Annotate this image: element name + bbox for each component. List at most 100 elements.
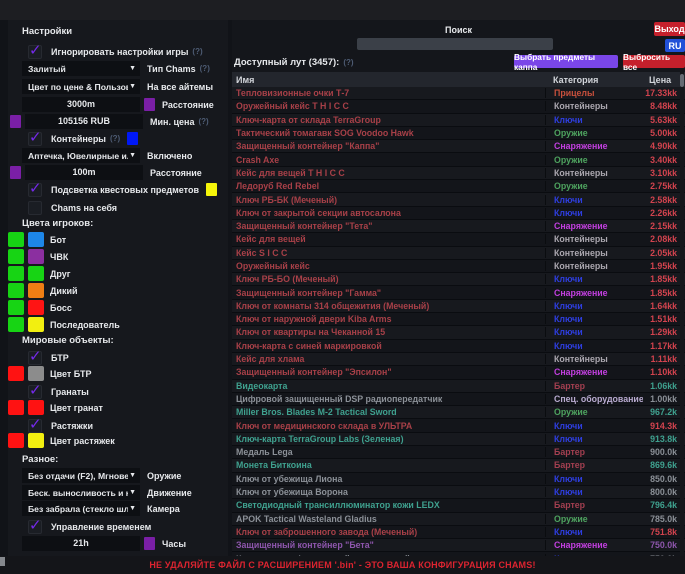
quest-highlight-checkbox[interactable] xyxy=(28,179,42,197)
help-icon[interactable]: (?) xyxy=(192,47,203,56)
hours-color-swatch[interactable] xyxy=(144,537,155,550)
containers-color-swatch[interactable] xyxy=(127,132,139,145)
help-icon[interactable]: (?) xyxy=(199,64,210,73)
item-category: Оружие xyxy=(545,128,643,139)
tripwires-color-swatch-1[interactable] xyxy=(8,433,24,448)
table-row[interactable]: Кейс S I C C Контейнеры 2.05kk xyxy=(232,246,685,260)
loot-count-title: Доступный лут (3457): xyxy=(234,57,340,68)
chams-type-dropdown[interactable]: Залитый ▼ xyxy=(22,61,140,76)
table-row[interactable]: Ключ от убежища Ворона Ключи 800.0k xyxy=(232,485,685,500)
container-distance-input[interactable]: 100m xyxy=(25,165,143,180)
column-header-name[interactable]: Имя xyxy=(236,74,255,85)
weapon-dropdown[interactable]: Без отдачи (F2), Мгновенное п ▼ xyxy=(22,468,140,483)
search-input[interactable] xyxy=(357,38,553,50)
tripwires-checkbox[interactable] xyxy=(28,415,42,433)
movement-dropdown[interactable]: Беск. выносливость и нет уста ▼ xyxy=(22,485,140,500)
time-control-checkbox[interactable] xyxy=(28,516,42,534)
hours-input[interactable]: 21h xyxy=(22,536,140,551)
table-row[interactable]: Ключ-карта TerraGroup Labs (Зеленая) Ключ… xyxy=(232,432,685,447)
player-color-swatch-1[interactable] xyxy=(8,300,24,315)
language-button[interactable]: RU xyxy=(665,39,685,52)
select-kappa-items-button[interactable]: Выбрать предметы каппа xyxy=(514,52,618,72)
quest-highlight-color-swatch[interactable] xyxy=(206,183,218,196)
table-row[interactable]: Защищенный контейнер "Тета" Снаряжение 2.1… xyxy=(232,219,685,234)
grenades-checkbox[interactable] xyxy=(28,381,42,399)
table-scrollbar[interactable] xyxy=(680,72,684,556)
grenades-color-swatch-1[interactable] xyxy=(8,400,24,415)
grenades-color-swatch-2[interactable] xyxy=(28,400,44,415)
camera-dropdown[interactable]: Без забрала (стекло шлема) ▼ xyxy=(22,501,140,516)
item-category: Бартер xyxy=(545,460,643,471)
player-color-swatch-1[interactable] xyxy=(8,317,24,332)
player-color-swatch-2[interactable] xyxy=(28,283,44,298)
btr-color-swatch-1[interactable] xyxy=(8,366,24,381)
table-row[interactable]: Ключ РБ-БО (Меченый) Ключи 1.85kk xyxy=(232,273,685,287)
player-color-swatch-2[interactable] xyxy=(28,249,44,264)
table-row[interactable]: Медаль Lega Бартер 900.0k xyxy=(232,446,685,460)
player-color-swatch-2[interactable] xyxy=(28,266,44,281)
distance-input[interactable]: 3000m xyxy=(22,97,140,112)
player-color-swatch-2[interactable] xyxy=(28,300,44,315)
container-types-dropdown[interactable]: Аптечка, Ювелирные и... ▼ xyxy=(22,148,140,163)
player-color-swatch-1[interactable] xyxy=(8,232,24,247)
help-icon[interactable]: (?) xyxy=(343,58,354,67)
btr-checkbox[interactable] xyxy=(28,347,42,365)
player-color-swatch-2[interactable] xyxy=(28,317,44,332)
scrollbar-thumb[interactable] xyxy=(680,74,684,87)
table-row[interactable]: Ключ-карта с фиолетовой маркировкойКлючи… xyxy=(232,552,685,556)
table-row[interactable]: Монета Биткоина Бартер 869.6k xyxy=(232,459,685,473)
table-row[interactable]: Цифровой защищенный DSP радиопередатчик С… xyxy=(232,392,685,407)
container-distance-color-swatch[interactable] xyxy=(10,166,21,179)
table-row[interactable]: Тепловизионные очки Т-7 Прицелы 17.33kk xyxy=(232,87,685,101)
table-row[interactable]: Оружейный кейс T H I C C Контейнеры 8.48kk xyxy=(232,100,685,114)
table-row[interactable]: Ключ-карта от склада TerraGroup Ключи 5.63… xyxy=(232,113,685,127)
table-row[interactable]: Ключ от комнаты 314 общежития (Меченый) К… xyxy=(232,299,685,314)
window-titlebar[interactable] xyxy=(0,0,685,20)
table-row[interactable]: Ключ от убежища Лиона Ключи 850.0k xyxy=(232,472,685,486)
help-icon[interactable]: (?) xyxy=(110,134,121,143)
table-row[interactable]: Тактический томагавк SOG Voodoo Hawk Оруж… xyxy=(232,126,685,141)
table-row[interactable]: Защищенный контейнер "Эпсилон" Снаряжение… xyxy=(232,366,685,380)
self-chams-checkbox[interactable] xyxy=(28,200,42,215)
discard-all-button[interactable]: Выбросить все xyxy=(623,52,685,72)
resize-grip[interactable] xyxy=(0,557,5,566)
table-row[interactable]: Ключ от квартиры на Чеканной 15 Ключи 1.29… xyxy=(232,326,685,340)
help-icon[interactable]: (?) xyxy=(198,117,209,126)
table-row[interactable]: Защищенный контейнер "Бета" Снаряжение 750… xyxy=(232,539,685,553)
table-row[interactable]: Оружейный кейс Контейнеры 1.95kk xyxy=(232,259,685,274)
table-row[interactable]: Ключ от закрытой секции автосалона Ключи 2… xyxy=(232,206,685,220)
player-color-swatch-2[interactable] xyxy=(28,232,44,247)
column-header-price[interactable]: Цена xyxy=(649,74,672,85)
table-row[interactable]: Защищенный контейнер "Гамма" Снаряжение 1.… xyxy=(232,286,685,300)
table-row[interactable]: Кейс для хлама Контейнеры 1.11kk xyxy=(232,352,685,367)
btr-row: БТР xyxy=(28,347,69,365)
containers-checkbox[interactable] xyxy=(28,128,42,146)
table-row[interactable]: Ключ РБ-БК (Меченый) Ключи 2.58kk xyxy=(232,193,685,207)
table-row[interactable]: Видеокарта Бартер 1.06kk xyxy=(232,379,685,393)
table-row[interactable]: Ключ от медицинского склада в УЛЬТРА Ключ… xyxy=(232,419,685,433)
table-row[interactable]: Кейс для вещей T H I C C Контейнеры 3.10kk xyxy=(232,166,685,181)
table-row[interactable]: Ледоруб Red Rebel Оружие 2.75kk xyxy=(232,180,685,194)
player-color-swatch-1[interactable] xyxy=(8,249,24,264)
table-row[interactable]: Ключ от наружной двери Kiba Arms Ключи 1.5… xyxy=(232,313,685,327)
table-row[interactable]: Crash Axe Оружие 3.40kk xyxy=(232,153,685,167)
player-color-swatch-1[interactable] xyxy=(8,266,24,281)
ignore-game-settings-checkbox[interactable] xyxy=(28,41,42,59)
table-row[interactable]: Защищенный контейнер "Каппа" Снаряжение 4.… xyxy=(232,140,685,154)
min-price-color-swatch[interactable] xyxy=(10,115,21,128)
item-price: 750.0k xyxy=(643,554,685,556)
color-mode-dropdown[interactable]: Цвет по цене & Пользователь ▼ xyxy=(22,79,140,94)
table-row[interactable]: Ключ-карта с синей маркировкой Ключи 1.17k… xyxy=(232,339,685,353)
table-row[interactable]: Кейс для вещей Контейнеры 2.08kk xyxy=(232,233,685,247)
min-price-input[interactable]: 105156 RUB xyxy=(25,114,143,129)
btr-color-swatch-2[interactable] xyxy=(28,366,44,381)
distance-color-swatch[interactable] xyxy=(144,98,155,111)
table-row[interactable]: Светодиодный трансиллюминатор кожи LEDX Б… xyxy=(232,499,685,513)
exit-button[interactable]: Выход xyxy=(654,22,685,36)
column-header-category[interactable]: Категория xyxy=(553,74,599,85)
player-color-swatch-1[interactable] xyxy=(8,283,24,298)
table-row[interactable]: Ключ от заброшенного завода (Меченый) Клю… xyxy=(232,525,685,540)
table-row[interactable]: Miller Bros. Blades M-2 Tactical Sword Ор… xyxy=(232,406,685,420)
table-row[interactable]: APOK Tactical Wasteland Gladius Оружие 785… xyxy=(232,512,685,526)
tripwires-color-swatch-2[interactable] xyxy=(28,433,44,448)
